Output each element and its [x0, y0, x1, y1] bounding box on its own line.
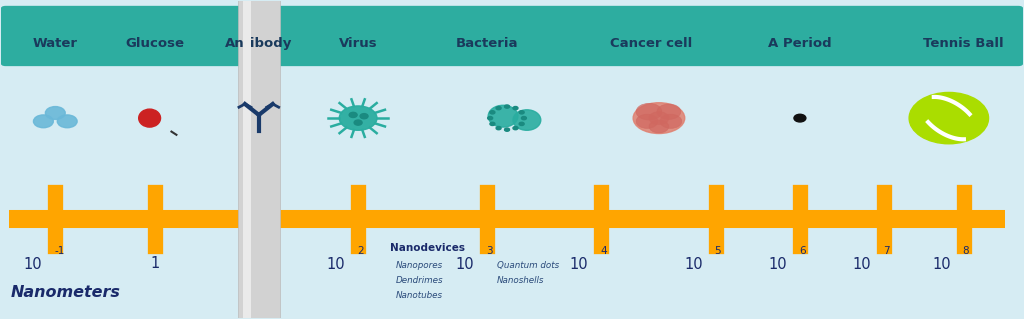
- Ellipse shape: [513, 110, 541, 130]
- Text: 3: 3: [486, 246, 493, 256]
- Circle shape: [519, 122, 524, 125]
- Circle shape: [513, 127, 518, 130]
- Text: 7: 7: [884, 246, 890, 256]
- Text: 8: 8: [963, 246, 970, 256]
- Circle shape: [649, 120, 669, 133]
- Circle shape: [505, 128, 510, 131]
- Text: Nanotubes: Nanotubes: [396, 291, 442, 300]
- Text: A Period: A Period: [768, 37, 831, 50]
- Circle shape: [794, 114, 806, 122]
- Circle shape: [636, 114, 658, 128]
- Text: 6: 6: [799, 246, 806, 256]
- FancyBboxPatch shape: [1, 6, 1023, 66]
- Text: 10: 10: [250, 256, 268, 271]
- Text: Nanopores: Nanopores: [396, 261, 443, 270]
- Bar: [243, 0, 251, 318]
- Text: Nanometers: Nanometers: [10, 285, 121, 300]
- Text: 10: 10: [24, 257, 42, 272]
- Circle shape: [487, 116, 493, 120]
- Text: Nanodevices: Nanodevices: [390, 242, 465, 253]
- Text: Dendrimes: Dendrimes: [396, 276, 443, 285]
- Circle shape: [657, 104, 681, 119]
- Circle shape: [45, 107, 66, 119]
- Text: 10: 10: [768, 257, 787, 272]
- Text: Glucose: Glucose: [125, 37, 184, 50]
- Text: Antibody: Antibody: [225, 37, 293, 50]
- Text: Virus: Virus: [339, 37, 378, 50]
- Circle shape: [649, 112, 669, 124]
- Circle shape: [34, 115, 53, 128]
- Text: 10: 10: [684, 257, 702, 272]
- Circle shape: [636, 103, 662, 120]
- Text: 10: 10: [932, 257, 951, 272]
- Text: Bacteria: Bacteria: [456, 37, 518, 50]
- Circle shape: [496, 127, 501, 130]
- Circle shape: [349, 112, 357, 117]
- Text: Cancer cell: Cancer cell: [610, 37, 692, 50]
- Circle shape: [354, 120, 362, 125]
- Circle shape: [360, 114, 368, 119]
- Text: Nanoshells: Nanoshells: [497, 276, 545, 285]
- Circle shape: [909, 93, 988, 144]
- Circle shape: [489, 122, 495, 125]
- Bar: [238, 0, 280, 318]
- Circle shape: [505, 105, 510, 108]
- Text: -1: -1: [54, 246, 65, 256]
- Text: 2: 2: [357, 246, 364, 256]
- Text: 1: 1: [150, 256, 159, 271]
- Circle shape: [659, 114, 682, 128]
- Circle shape: [496, 107, 501, 110]
- Text: 10: 10: [456, 257, 474, 272]
- Ellipse shape: [138, 109, 161, 127]
- Text: 10: 10: [327, 257, 345, 272]
- Circle shape: [513, 107, 518, 110]
- Circle shape: [489, 111, 495, 114]
- Ellipse shape: [488, 105, 518, 127]
- Text: 5: 5: [715, 246, 721, 256]
- Ellipse shape: [633, 103, 685, 134]
- Circle shape: [521, 116, 526, 120]
- Circle shape: [519, 111, 524, 114]
- Circle shape: [57, 115, 77, 128]
- Text: Tennis Ball: Tennis Ball: [924, 37, 1005, 50]
- Text: 10: 10: [569, 257, 589, 272]
- Text: Water: Water: [33, 37, 78, 50]
- Text: 4: 4: [600, 246, 607, 256]
- Text: 10: 10: [853, 257, 871, 272]
- Circle shape: [339, 106, 377, 130]
- Text: Quantum dots: Quantum dots: [497, 261, 559, 270]
